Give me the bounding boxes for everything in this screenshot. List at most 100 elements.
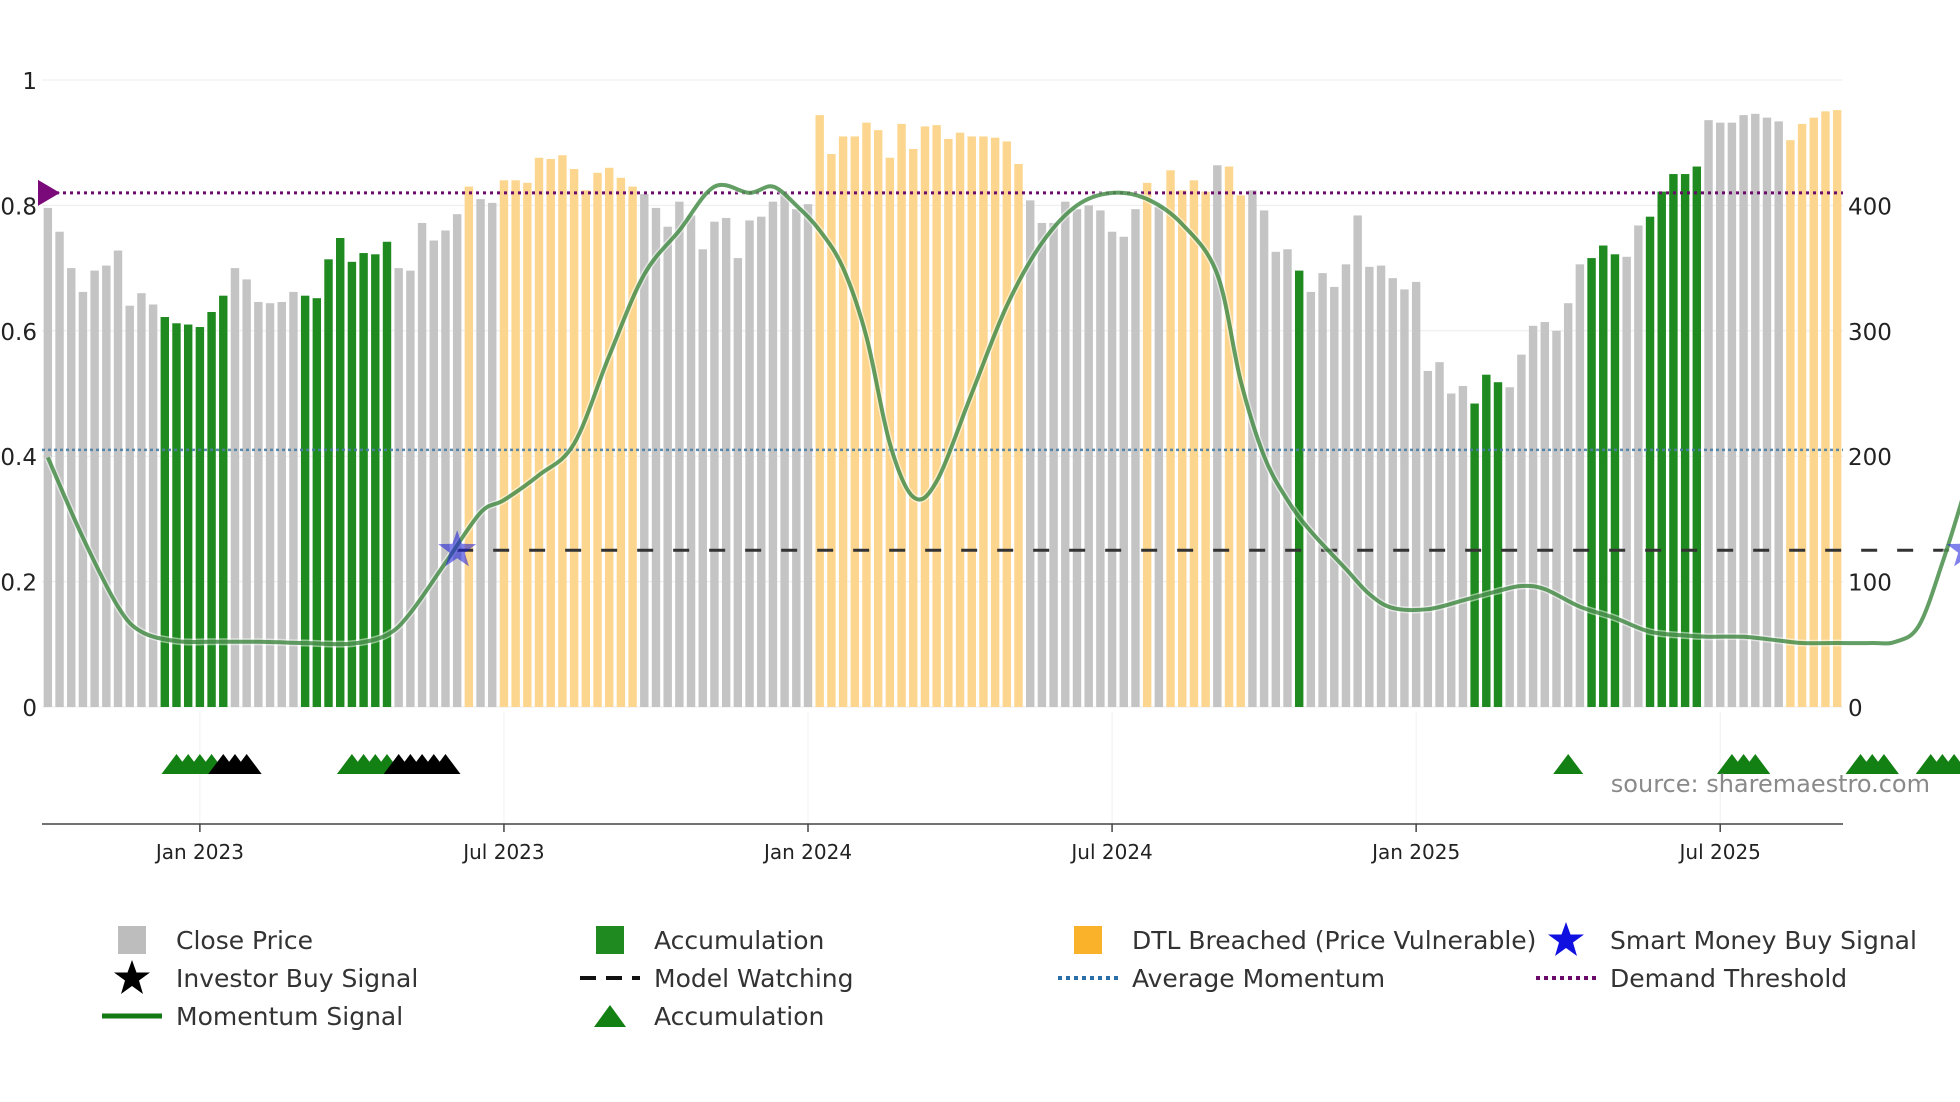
price-bar (1084, 205, 1093, 707)
momentum-layer (44, 181, 1960, 648)
price-bar (663, 226, 672, 707)
price-bar (1692, 166, 1702, 707)
price-bar (371, 254, 380, 707)
right-tick-label: 0 (1848, 696, 1863, 722)
price-bar (1037, 222, 1047, 707)
price-bar (827, 153, 836, 708)
price-bar (628, 186, 637, 708)
price-bar (897, 123, 906, 707)
price-bar (160, 317, 170, 707)
price-bar (1294, 270, 1304, 707)
price-bar (406, 270, 415, 707)
price-bar (1634, 225, 1643, 708)
price-bar (768, 201, 778, 707)
price-bar (1131, 209, 1140, 708)
price-bar (1365, 266, 1374, 707)
price-bar (1540, 322, 1549, 707)
price-bar (733, 258, 743, 707)
price-bar (616, 177, 626, 707)
price-bar (43, 207, 53, 707)
price-bar (336, 238, 345, 707)
price-bar (1645, 216, 1655, 707)
price-bar (113, 250, 123, 707)
left-tick-label: 0.6 (0, 320, 37, 346)
price-bar (1224, 166, 1234, 707)
price-bar (219, 295, 228, 707)
gridlines (42, 79, 1843, 824)
price-bar (441, 230, 450, 708)
price-bar (1797, 123, 1807, 707)
price-bar (979, 136, 988, 707)
price-bar (604, 167, 614, 707)
price-bar (277, 301, 286, 707)
price-bar (511, 180, 520, 707)
price-bar (920, 126, 930, 707)
price-bar (698, 249, 707, 708)
price-bar (148, 304, 158, 707)
price-bar (464, 186, 474, 708)
price-bar (125, 305, 134, 707)
left-tick-label: 1 (22, 69, 37, 95)
price-bar (1751, 113, 1760, 707)
price-bar (780, 192, 789, 708)
smart-money-star (438, 530, 477, 567)
price-bar (909, 148, 918, 708)
price-bar (90, 270, 99, 707)
price-bar (721, 217, 731, 707)
price-bar (207, 311, 216, 707)
price-bar (1517, 354, 1526, 707)
price-bar (300, 295, 310, 707)
price-bar (195, 327, 205, 707)
price-bar (1470, 403, 1479, 707)
price-bar (499, 180, 509, 707)
price-bar (265, 303, 275, 707)
price-bar (1318, 273, 1327, 707)
left-tick-label: 0.2 (0, 571, 37, 597)
price-bar (1458, 385, 1468, 707)
price-bar (1657, 191, 1666, 707)
price-bar (745, 220, 754, 707)
price-bar (1704, 120, 1713, 708)
x-tick-label: Jan 2023 (154, 840, 244, 864)
right-tick-label: 300 (1848, 320, 1892, 346)
accumulation-triangle (1740, 754, 1771, 774)
right-tick-label: 400 (1848, 194, 1892, 220)
x-tick-label: Jul 2023 (461, 840, 544, 864)
price-bar (815, 115, 824, 707)
price-bar (1201, 191, 1210, 707)
price-bar (289, 291, 298, 707)
price-bar (102, 265, 111, 707)
price-bar (862, 122, 871, 708)
price-bar (183, 324, 193, 707)
price-bar (78, 291, 88, 707)
price-bar (1587, 258, 1596, 707)
price-bar (1072, 209, 1082, 708)
price-bar (792, 209, 801, 708)
smart-money-star (1946, 543, 1960, 567)
price-bar (710, 221, 719, 707)
price-bar (1762, 117, 1772, 708)
price-bar (1236, 195, 1245, 708)
demand-threshold-marker (38, 179, 60, 206)
left-tick-label: 0.4 (0, 445, 37, 471)
price-bar (990, 137, 1000, 707)
price-bar (1306, 291, 1316, 707)
price-bar (1505, 387, 1514, 707)
price-bar (242, 279, 251, 707)
price-bar (1552, 330, 1561, 707)
price-bar (1400, 289, 1409, 707)
price-bar (803, 204, 813, 707)
price-bar (324, 259, 333, 707)
price-bar (1821, 111, 1830, 708)
price-bar (850, 136, 859, 707)
accumulation-triangle (1939, 754, 1960, 774)
x-tick-label: Jan 2025 (1370, 840, 1460, 864)
investor-triangle (430, 754, 461, 774)
price-bar (675, 201, 684, 707)
price-bar (55, 231, 64, 707)
price-bar (1002, 141, 1012, 708)
price-bar (1669, 174, 1678, 708)
price-bar (1786, 140, 1795, 707)
price-bar (67, 268, 76, 707)
price-bar (1575, 264, 1585, 707)
